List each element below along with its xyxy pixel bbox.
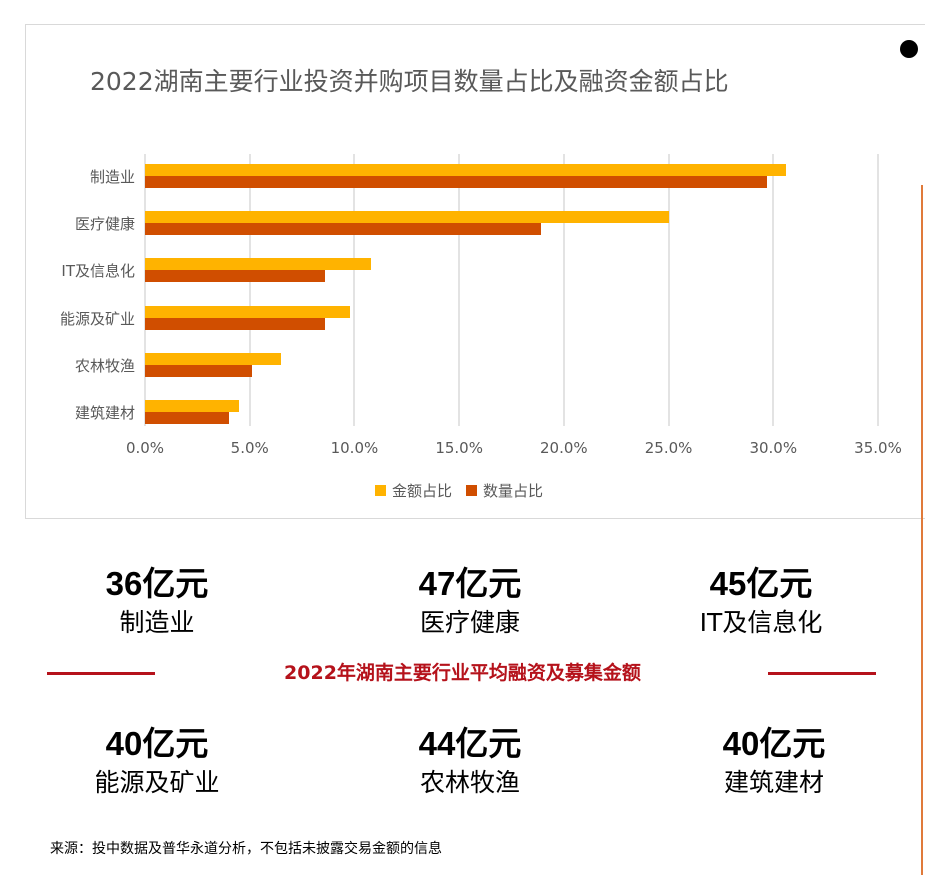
- bar-count: [145, 270, 326, 283]
- x-tick-label: 0.0%: [125, 439, 165, 457]
- x-tick-label: 20.0%: [540, 439, 588, 457]
- gridline: [562, 154, 565, 426]
- stat-value: 45亿元: [709, 565, 813, 602]
- category-label: IT及信息化: [61, 262, 135, 281]
- stat-label: 能源及矿业: [94, 768, 220, 797]
- legend-item-count: 数量占比: [466, 480, 543, 501]
- divider-right: [768, 672, 876, 675]
- gridline: [667, 154, 670, 426]
- gridline: [248, 154, 251, 426]
- bar-amount: [145, 258, 372, 271]
- stat-value: 40亿元: [722, 725, 826, 762]
- x-tick-label: 30.0%: [749, 439, 798, 457]
- stat-value: 36亿元: [105, 565, 209, 602]
- category-label: 医疗健康: [74, 215, 135, 234]
- category-label: 建筑建材: [74, 404, 135, 422]
- stat-construction: 40亿元 建筑建材: [654, 724, 894, 800]
- x-tick-label: 15.0%: [435, 439, 483, 457]
- plot-area: [144, 154, 879, 426]
- source-note: 来源：投中数据及普华永道分析，不包括未披露交易金额的信息: [50, 841, 442, 857]
- stat-label: IT及信息化: [699, 608, 823, 637]
- gridline: [877, 154, 879, 426]
- legend: 金额占比 数量占比: [375, 480, 543, 501]
- legend-label-count: 数量占比: [483, 482, 544, 500]
- gridline: [772, 154, 775, 426]
- stat-value: 40亿元: [105, 725, 209, 762]
- legend-label-amount: 金额占比: [392, 482, 453, 500]
- stat-value: 47亿元: [418, 565, 522, 602]
- bullet-dot-icon: [900, 40, 918, 58]
- stat-agriculture: 44亿元 农林牧渔: [350, 724, 590, 800]
- gridline: [353, 154, 356, 426]
- stat-healthcare: 47亿元 医疗健康: [350, 564, 590, 640]
- legend-swatch-amount: [375, 485, 386, 496]
- bar-amount: [145, 400, 240, 412]
- section-title: 2022年湖南主要行业平均融资及募集金额: [284, 662, 641, 684]
- legend-swatch-count: [466, 485, 478, 496]
- stat-manufacturing: 36亿元 制造业: [37, 564, 277, 640]
- bar-amount: [145, 211, 669, 224]
- stat-label: 医疗健康: [419, 608, 520, 637]
- x-tick-label: 35.0%: [854, 439, 902, 457]
- accent-border: [921, 185, 923, 875]
- stat-it: 45亿元 IT及信息化: [641, 564, 881, 640]
- stat-label: 建筑建材: [723, 768, 824, 797]
- gridline: [458, 154, 461, 426]
- bar-amount: [145, 352, 282, 365]
- gridline: [144, 154, 146, 426]
- legend-item-amount: 金额占比: [375, 480, 452, 501]
- divider-left: [47, 672, 155, 675]
- bar-count: [145, 223, 541, 236]
- x-tick-label: 10.0%: [330, 439, 379, 457]
- bar-amount: [145, 164, 786, 176]
- stat-value: 44亿元: [418, 725, 522, 762]
- stat-label: 农林牧渔: [419, 768, 520, 797]
- stat-energy: 40亿元 能源及矿业: [37, 724, 277, 800]
- x-tick-label: 25.0%: [644, 439, 693, 457]
- bar-count: [145, 176, 767, 188]
- bar-count: [145, 364, 252, 377]
- category-label: 农林牧渔: [74, 356, 135, 375]
- chart-title: 2022湖南主要行业投资并购项目数量占比及融资金额占比: [90, 67, 729, 96]
- stat-label: 制造业: [119, 608, 195, 637]
- bar-count: [145, 317, 326, 330]
- category-label: 制造业: [89, 168, 135, 186]
- category-label: 能源及矿业: [59, 309, 135, 328]
- x-tick-label: 5.0%: [230, 439, 269, 457]
- bar-count: [145, 412, 229, 424]
- bar-amount: [145, 305, 351, 318]
